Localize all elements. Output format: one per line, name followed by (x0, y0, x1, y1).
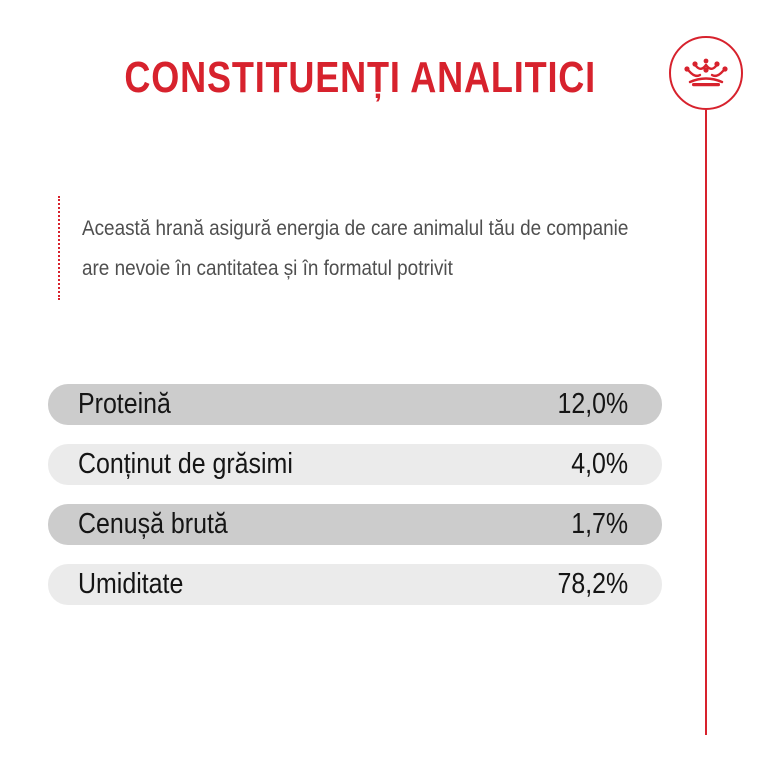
constituent-label: Conținut de grăsimi (78, 448, 293, 480)
table-row: Conținut de grăsimi 4,0% (48, 444, 662, 485)
constituent-label: Cenușă brută (78, 508, 228, 540)
brand-emblem (669, 36, 743, 110)
vertical-divider (705, 110, 707, 735)
constituent-value: 4,0% (571, 448, 628, 480)
table-row: Umiditate 78,2% (48, 564, 662, 605)
page-title: CONSTITUENȚI ANALITICI (124, 53, 597, 102)
dotted-accent-line (58, 196, 60, 300)
crown-icon (684, 58, 728, 87)
constituent-label: Umiditate (78, 568, 184, 600)
constituent-value: 78,2% (557, 568, 628, 600)
constituent-value: 12,0% (557, 388, 628, 420)
intro-line-2: are nevoie în cantitatea și în formatul … (82, 257, 453, 280)
table-row: Cenușă brută 1,7% (48, 504, 662, 545)
constituent-label: Proteină (78, 388, 171, 420)
intro-text: Această hrană asigură energia de care an… (82, 209, 631, 289)
constituents-table: Proteină 12,0% Conținut de grăsimi 4,0% … (48, 384, 662, 624)
constituent-value: 1,7% (571, 508, 628, 540)
intro-line-1: Această hrană asigură energia de care an… (82, 217, 629, 240)
table-row: Proteină 12,0% (48, 384, 662, 425)
